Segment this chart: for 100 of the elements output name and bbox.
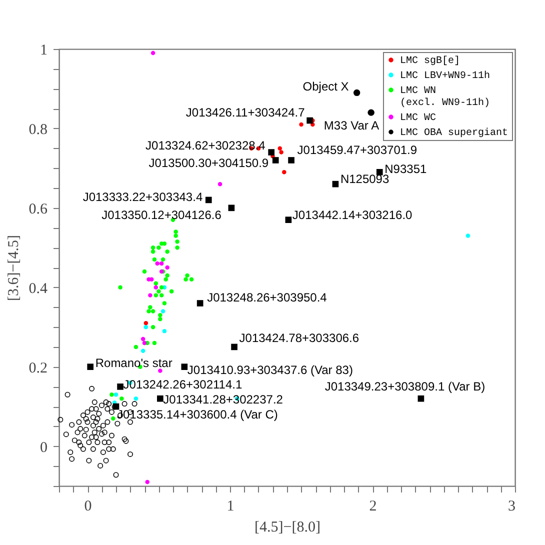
point — [368, 109, 374, 116]
annotation: J013242.26+302114.1 — [123, 378, 242, 392]
point — [118, 285, 122, 290]
point — [299, 122, 304, 127]
point — [282, 170, 286, 174]
y-axis-title: [3.6]−[4.5] — [6, 235, 22, 301]
point — [165, 249, 170, 254]
point — [111, 416, 116, 421]
x-tick-label: 2 — [369, 498, 377, 514]
annotation: J013426.11+303424.7 — [186, 106, 306, 120]
annotation: J013500.30+304150.9 — [148, 156, 269, 170]
point — [285, 216, 292, 223]
point — [184, 277, 188, 282]
y-tick-label: 0 — [40, 440, 48, 456]
point — [169, 289, 174, 294]
point — [154, 281, 158, 286]
legend-label: LMC sgB[e] — [400, 55, 460, 67]
point — [157, 395, 164, 402]
point — [268, 149, 274, 156]
annotation: J013333.22+303343.4 — [82, 190, 203, 204]
point — [160, 309, 166, 314]
point — [228, 204, 235, 212]
point — [156, 246, 161, 250]
point — [174, 234, 178, 238]
point — [117, 384, 124, 390]
point — [148, 305, 152, 310]
annotation: J013349.23+303809.1 (Var B) — [324, 380, 486, 394]
annotation: J013341.28+302237.2 — [163, 392, 284, 407]
point — [353, 89, 360, 96]
point — [142, 269, 147, 274]
point — [156, 289, 161, 294]
legend-label: LMC WC — [400, 113, 436, 124]
point — [159, 285, 164, 290]
annotation: Romano's star — [95, 356, 172, 370]
point — [231, 344, 238, 350]
y-tick-label: 0.2 — [28, 360, 48, 376]
y-tick-label: 1 — [40, 42, 48, 58]
point — [205, 196, 212, 204]
point — [332, 180, 339, 188]
point — [175, 246, 180, 250]
legend-label: LMC LBV+WN9-11h — [400, 70, 490, 82]
point — [278, 146, 282, 150]
point — [185, 273, 190, 278]
point — [110, 392, 114, 397]
point — [159, 293, 164, 298]
point — [134, 396, 138, 401]
point — [154, 293, 158, 298]
point — [272, 157, 279, 164]
point — [134, 344, 138, 350]
point — [181, 364, 188, 370]
x-tick-label: 0 — [84, 498, 92, 514]
point — [165, 273, 170, 278]
point — [152, 340, 157, 346]
point — [165, 265, 170, 270]
legend-label: LMC WN (excl. WN9-11h) — [400, 86, 490, 109]
annotation: J013350.12+304126.6 — [102, 208, 222, 222]
annotation: J013459.47+303701.9 — [297, 143, 418, 158]
point — [158, 317, 162, 322]
point — [174, 230, 178, 234]
point — [196, 300, 204, 306]
point — [160, 257, 166, 262]
point — [162, 301, 167, 306]
x-axis-title: [4.5]−[8.0] — [254, 520, 320, 536]
point — [218, 182, 222, 186]
point — [148, 293, 152, 298]
point — [466, 234, 470, 238]
point — [120, 396, 124, 401]
point — [175, 240, 180, 244]
point — [306, 117, 313, 124]
point — [146, 309, 151, 314]
point — [114, 392, 118, 397]
point — [150, 277, 154, 282]
point — [150, 249, 156, 254]
annotation: J013410.93+303437.6 (Var 83) — [187, 362, 353, 377]
point — [144, 321, 148, 326]
point — [158, 313, 162, 318]
point — [418, 395, 424, 402]
point — [145, 480, 150, 484]
y-tick-label: 0.4 — [28, 280, 48, 297]
point — [150, 309, 156, 314]
point — [154, 285, 158, 290]
annotation: J013248.26+303950.4 — [207, 290, 328, 304]
point — [150, 324, 156, 330]
point — [159, 261, 164, 266]
x-tick-label: 3 — [508, 498, 516, 514]
point — [144, 324, 148, 330]
annotation: N125093 — [340, 172, 390, 186]
y-tick-label: 0.6 — [28, 201, 48, 218]
annotation: J013324.62+302328.4 — [146, 138, 266, 152]
point — [87, 364, 94, 370]
point — [164, 277, 168, 282]
point — [150, 246, 156, 250]
point — [288, 157, 294, 164]
annotation: J013442.14+303216.0 — [292, 208, 413, 222]
point — [140, 336, 146, 342]
point — [150, 50, 156, 56]
x-tick-label: 1 — [226, 498, 234, 514]
annotation: M33 Var A — [324, 118, 380, 133]
point — [152, 257, 157, 262]
point — [158, 368, 162, 373]
